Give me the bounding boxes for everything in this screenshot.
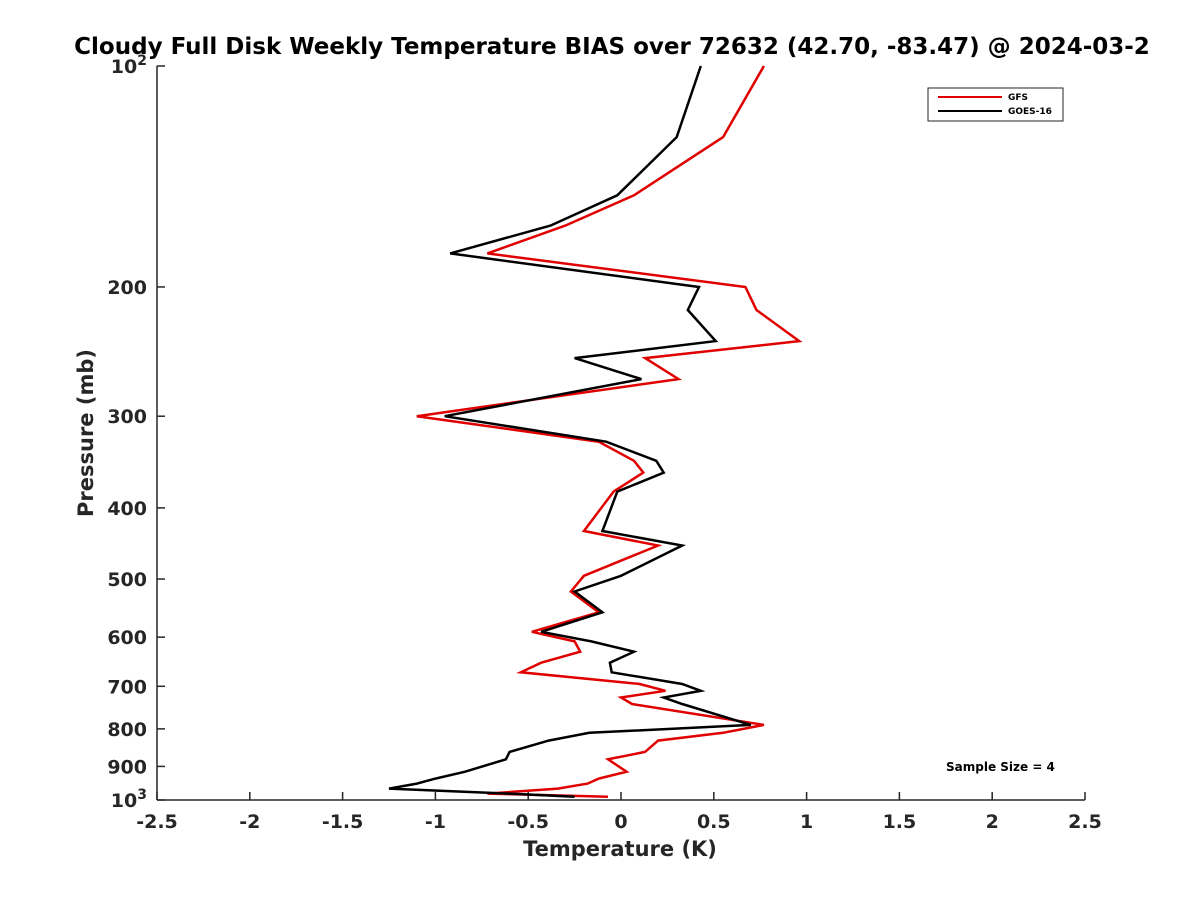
x-tick-label: 1.5 xyxy=(883,811,917,833)
y-tick-label: 200 xyxy=(107,277,147,299)
x-tick-label: -0.5 xyxy=(507,811,549,833)
legend-label-goes16: GOES-16 xyxy=(1008,107,1052,117)
y-tick-label: 600 xyxy=(107,627,147,649)
legend: GFS GOES-16 xyxy=(927,87,1064,122)
plot-area: -2.5 -2 -1.5 -1 -0.5 0 0.5 1 1.5 2 2.5 10220030040… xyxy=(107,53,1102,833)
x-tick-label: -2.5 xyxy=(136,811,178,833)
legend-label-gfs: GFS xyxy=(1008,93,1028,103)
y-tick-label: 300 xyxy=(107,406,147,428)
x-tick-label: 1 xyxy=(800,811,813,833)
legend-box xyxy=(927,87,1064,122)
y-tick-label: 800 xyxy=(107,719,147,741)
chart-title: Cloudy Full Disk Weekly Temperature BIAS… xyxy=(74,34,1150,60)
y-axis-label: Pressure (mb) xyxy=(74,349,98,517)
series-line-gfs xyxy=(416,65,803,799)
y-tick-base: 10 xyxy=(111,56,137,78)
y-tick-exponent: 2 xyxy=(137,53,147,69)
y-tick-label: 500 xyxy=(107,569,147,591)
x-tick-label: -1 xyxy=(425,811,446,833)
x-tick-label: 0 xyxy=(614,811,627,833)
sample-size-annotation: Sample Size = 4 xyxy=(946,760,1055,774)
x-tick-label: 2.5 xyxy=(1068,811,1102,833)
x-tick-label: -2 xyxy=(239,811,260,833)
y-tick-exponent: 3 xyxy=(137,787,147,803)
y-tick-label: 102 xyxy=(111,53,147,78)
y-tick-label: 900 xyxy=(107,756,147,778)
y-tick-base: 10 xyxy=(111,790,137,812)
x-axis-label: Temperature (K) xyxy=(523,837,717,861)
series-line-goes-16 xyxy=(388,65,752,799)
x-ticks: -2.5 -2 -1.5 -1 -0.5 0 0.5 1 1.5 2 2.5 xyxy=(136,792,1102,833)
x-tick-label: 0.5 xyxy=(697,811,731,833)
y-tick-label: 400 xyxy=(107,498,147,520)
series-lines xyxy=(388,65,803,799)
x-tick-label: -1.5 xyxy=(322,811,364,833)
x-tick-label: 2 xyxy=(986,811,999,833)
y-tick-label: 103 xyxy=(111,787,147,812)
y-tick-label: 700 xyxy=(107,676,147,698)
